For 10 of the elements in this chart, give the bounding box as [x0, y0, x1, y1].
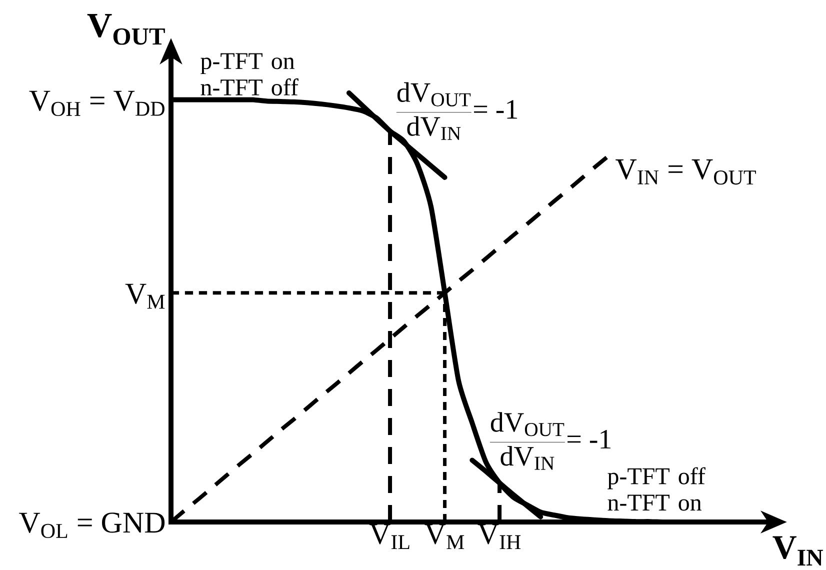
x-axis-title: V$_{IN}$	[772, 536, 823, 566]
text: V$_{M}$	[125, 284, 165, 309]
annotation: p-TFT on n-TFT off	[200, 53, 298, 96]
y-axis-title: V$_{OUT}$	[87, 14, 165, 45]
series-label: V$_{IN}$ = V$_{OUT}$	[616, 159, 756, 185]
text: V$_{OH}$ = V$_{DD}$	[29, 90, 164, 116]
text: V$_{OL}$ = GND	[19, 512, 165, 538]
annotation: $\frac{\mathrm{dV_{OUT}}}{\mathrm{dV_{IN}}}\hbox{= -1}$	[396, 82, 518, 140]
annotation: p-TFT off n-TFT on	[608, 467, 706, 511]
annotation: $\frac{\mathrm{dV_{OUT}}}{\mathrm{dV_{IN}}}\hbox{= -1}$	[490, 412, 611, 470]
